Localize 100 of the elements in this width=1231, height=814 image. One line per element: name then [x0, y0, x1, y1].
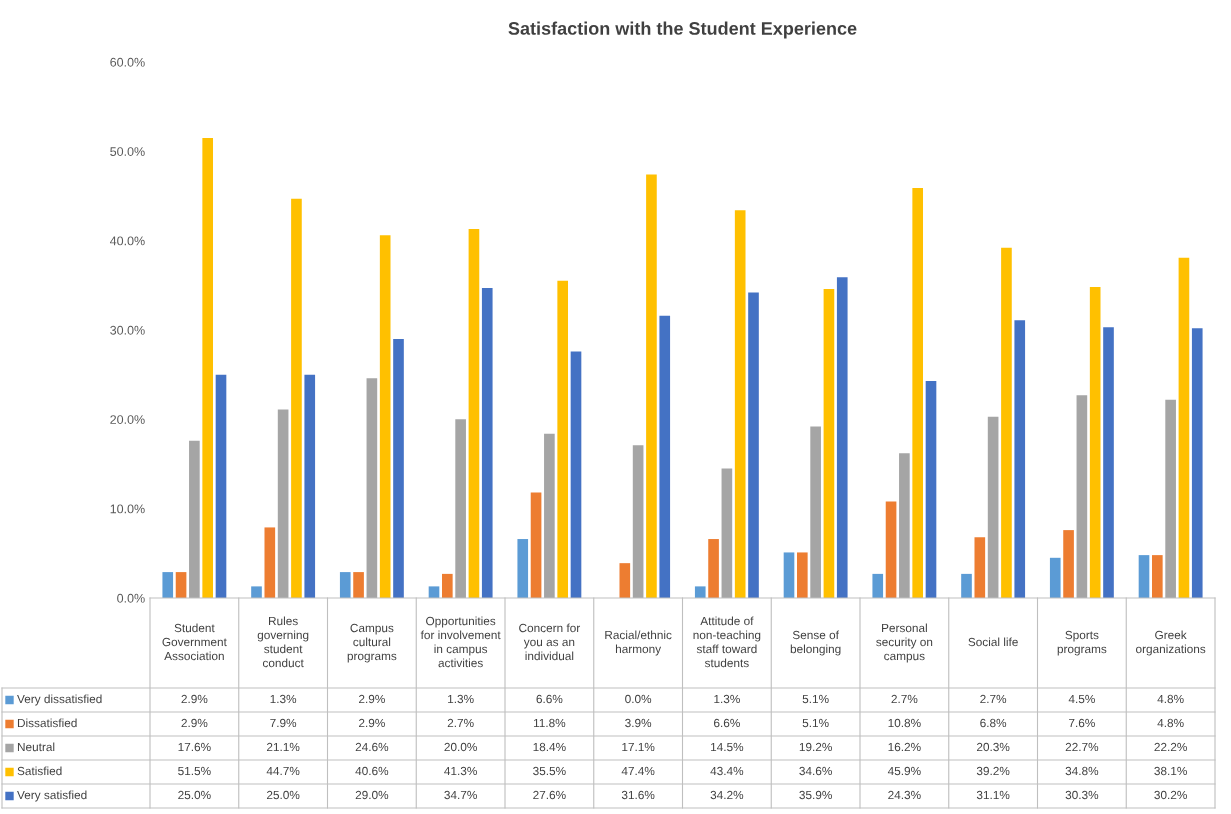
- data-label: 1.3%: [714, 694, 740, 704]
- x-tick-label: Rules governing student conduct: [257, 616, 309, 668]
- bar: [1138, 555, 1150, 598]
- bar: [517, 539, 529, 598]
- bar: [659, 315, 671, 598]
- data-label: 2.9%: [359, 718, 385, 728]
- data-label: 1.3%: [448, 694, 474, 704]
- bar: [353, 572, 364, 598]
- bar: [441, 573, 453, 598]
- legend-label: Satisfied: [17, 766, 62, 776]
- data-label: 34.7%: [444, 790, 477, 800]
- bar: [836, 277, 848, 598]
- x-tick-label: Campus cultural programs: [347, 623, 397, 663]
- data-label: 11.8%: [533, 718, 566, 728]
- bar: [872, 573, 884, 598]
- x-tick-label: Racial/ethnic harmony: [605, 630, 672, 656]
- bar: [277, 409, 289, 598]
- bar: [974, 537, 986, 598]
- bar: [1076, 395, 1088, 598]
- data-label: 25.0%: [266, 790, 300, 800]
- bar: [1049, 557, 1061, 598]
- bar: [961, 573, 972, 598]
- legend-label: Very dissatisfied: [17, 694, 102, 706]
- bar: [783, 552, 795, 598]
- data-label: 43.4%: [710, 766, 744, 776]
- data-label: 2.9%: [181, 718, 208, 728]
- data-label: 5.1%: [802, 718, 829, 728]
- data-label: 4.8%: [1157, 694, 1184, 704]
- data-label: 0.0%: [625, 694, 652, 704]
- legend-label: Very satisfied: [17, 790, 87, 802]
- bar: [721, 468, 733, 598]
- data-label: 22.7%: [1065, 742, 1099, 752]
- data-label: 35.5%: [533, 766, 566, 776]
- data-label: 2.7%: [891, 694, 918, 704]
- x-tick-label: Personal security on campus: [876, 623, 933, 663]
- data-label: 27.6%: [533, 790, 566, 800]
- data-label: 4.8%: [1157, 718, 1184, 728]
- bar: [530, 492, 542, 598]
- bar: [379, 235, 391, 598]
- data-label: 6.8%: [980, 718, 1007, 728]
- bar: [823, 288, 835, 598]
- data-label: 2.7%: [980, 694, 1007, 704]
- data-label: 51.5%: [178, 766, 211, 776]
- x-tick-label: Concern for you as an individual: [519, 623, 581, 661]
- bar: [1103, 327, 1114, 598]
- chart-title: Satisfaction with the Student Experience: [508, 21, 857, 39]
- data-label: 7.6%: [1069, 718, 1095, 728]
- bar: [796, 552, 808, 598]
- x-tick-label: Sports programs: [1057, 630, 1107, 656]
- data-label: 16.2%: [888, 742, 921, 752]
- data-label: 31.1%: [976, 790, 1010, 800]
- x-tick-label: Student Government Association: [162, 623, 227, 661]
- bar: [708, 539, 719, 598]
- data-label: 6.6%: [714, 718, 740, 728]
- bar: [1014, 320, 1026, 598]
- bar: [885, 501, 897, 598]
- bar: [455, 419, 466, 598]
- bar: [1001, 247, 1012, 598]
- bar: [912, 187, 924, 598]
- data-label: 14.5%: [711, 742, 744, 752]
- bar: [1089, 287, 1101, 598]
- y-tick-label: 50.0%: [110, 147, 145, 156]
- bar: [366, 378, 378, 598]
- data-label: 29.0%: [355, 790, 389, 800]
- data-label: 10.8%: [888, 718, 921, 728]
- data-label: 17.6%: [178, 742, 211, 752]
- y-tick-label: 40.0%: [109, 236, 145, 246]
- bar: [468, 229, 480, 598]
- bar: [481, 288, 493, 598]
- bar: [202, 137, 214, 598]
- data-label: 17.1%: [622, 742, 655, 752]
- data-label: 3.9%: [625, 718, 652, 728]
- data-label: 25.0%: [178, 790, 211, 800]
- bar: [1063, 530, 1074, 598]
- legend-label: Neutral: [17, 742, 55, 752]
- bar: [987, 416, 999, 598]
- x-tick-label: Sense of belonging: [790, 630, 841, 656]
- data-label: 39.2%: [976, 766, 1010, 776]
- x-tick-label: Greek organizations: [1136, 630, 1206, 656]
- bar: [1191, 328, 1203, 598]
- bar: [291, 198, 302, 598]
- data-label: 34.6%: [799, 766, 832, 776]
- data-label: 2.7%: [447, 718, 474, 728]
- data-label: 18.4%: [533, 742, 566, 752]
- bar: [925, 380, 937, 598]
- bar: [619, 563, 631, 598]
- data-label: 34.8%: [1065, 766, 1099, 776]
- bar: [734, 210, 746, 598]
- bar: [544, 433, 555, 598]
- bar: [189, 440, 200, 598]
- data-label: 44.7%: [266, 766, 300, 776]
- data-label: 30.2%: [1154, 790, 1187, 800]
- y-tick-label: 60.0%: [110, 57, 145, 67]
- bar: [1151, 555, 1163, 598]
- bar: [1178, 257, 1190, 598]
- legend-label: Dissatisfied: [17, 718, 77, 728]
- y-tick-label: 0.0%: [117, 593, 145, 603]
- data-label: 35.9%: [799, 790, 832, 800]
- data-label: 40.6%: [355, 766, 389, 776]
- data-label: 41.3%: [444, 766, 477, 776]
